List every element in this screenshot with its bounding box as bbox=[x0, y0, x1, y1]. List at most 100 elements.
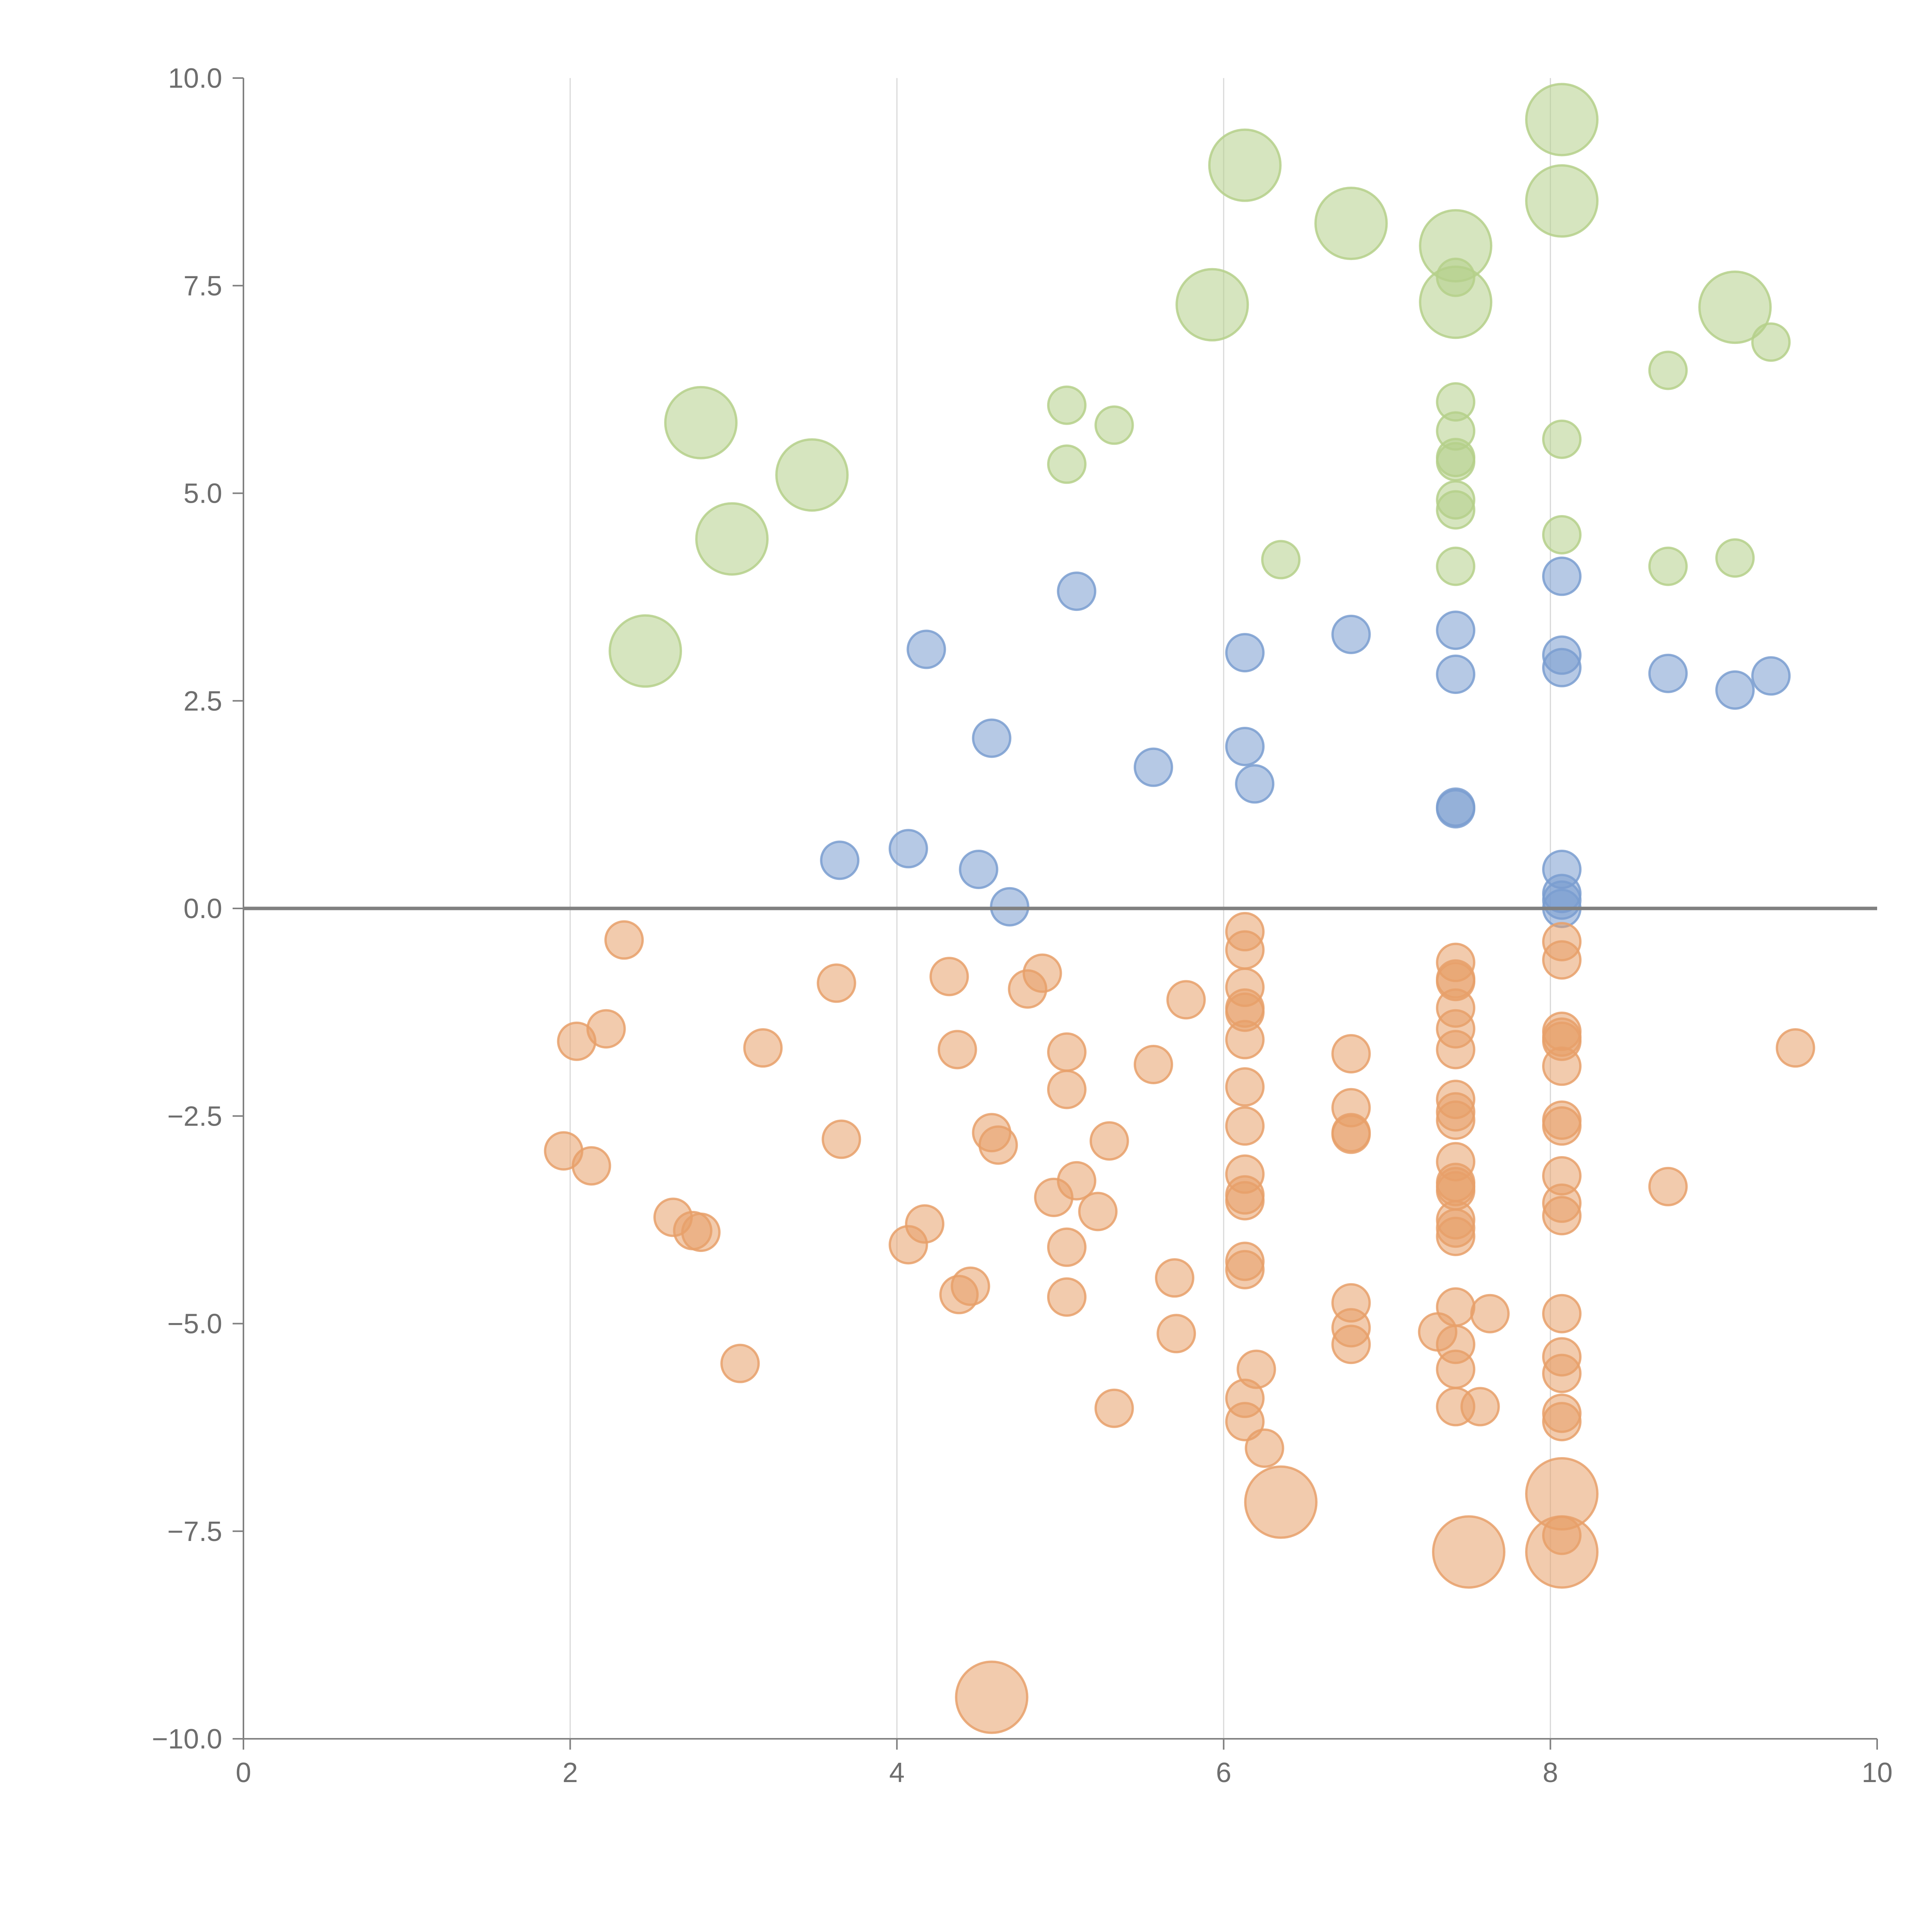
orange-data-point bbox=[1166, 980, 1206, 1020]
green-data-point bbox=[1542, 419, 1582, 459]
orange-data-point bbox=[888, 1225, 928, 1265]
blue-data-point bbox=[1057, 571, 1097, 611]
y-tick-label: −10.0 bbox=[152, 1724, 222, 1755]
orange-data-point bbox=[1542, 1402, 1582, 1442]
green-data-point bbox=[664, 386, 738, 459]
orange-data-point bbox=[1542, 1046, 1582, 1086]
orange-data-point bbox=[939, 1275, 979, 1315]
blue-data-point bbox=[1331, 614, 1371, 654]
green-data-point bbox=[1175, 268, 1249, 342]
x-tick-label: 8 bbox=[1543, 1757, 1558, 1788]
orange-data-point bbox=[1542, 1196, 1582, 1236]
orange-data-point bbox=[720, 1344, 760, 1383]
orange-data-point bbox=[1089, 1121, 1129, 1161]
x-tick-label: 4 bbox=[889, 1757, 905, 1788]
orange-data-point bbox=[1034, 1177, 1074, 1217]
orange-data-point bbox=[1436, 1349, 1476, 1389]
blue-data-point bbox=[1436, 654, 1476, 694]
blue-data-point bbox=[1225, 726, 1265, 766]
blue-data-point bbox=[959, 849, 998, 889]
blue-data-point bbox=[972, 718, 1012, 758]
blue-data-point bbox=[1648, 653, 1688, 693]
orange-data-point bbox=[937, 1030, 977, 1070]
blue-data-point bbox=[820, 840, 860, 880]
green-data-point bbox=[1698, 270, 1772, 344]
green-data-point bbox=[695, 502, 769, 576]
blue-data-point bbox=[1133, 747, 1173, 787]
orange-data-point bbox=[1225, 1067, 1265, 1107]
blue-data-point bbox=[1542, 556, 1582, 596]
orange-data-point bbox=[1047, 1070, 1087, 1109]
x-tick-label: 2 bbox=[563, 1757, 578, 1788]
y-tick-label: −7.5 bbox=[167, 1516, 222, 1547]
green-data-point bbox=[1261, 540, 1301, 580]
orange-data-point bbox=[1156, 1314, 1196, 1354]
orange-data-point bbox=[1525, 1515, 1599, 1589]
green-data-point bbox=[1525, 83, 1599, 156]
orange-data-point bbox=[1542, 940, 1582, 980]
y-tick-label: 10.0 bbox=[168, 63, 222, 94]
orange-data-point bbox=[1155, 1258, 1194, 1298]
green-data-point bbox=[1542, 515, 1582, 554]
orange-data-point bbox=[1225, 1402, 1265, 1442]
orange-data-point bbox=[1542, 1294, 1582, 1333]
y-tick-label: −2.5 bbox=[167, 1101, 222, 1132]
orange-data-point bbox=[1225, 1020, 1265, 1060]
orange-data-point bbox=[1047, 1032, 1087, 1072]
orange-data-point bbox=[821, 1119, 861, 1159]
orange-data-point bbox=[1133, 1045, 1173, 1085]
blue-data-point bbox=[1436, 611, 1476, 650]
blue-data-point bbox=[1225, 633, 1265, 673]
y-tick-label: −5.0 bbox=[167, 1309, 222, 1340]
blue-data-point bbox=[1715, 670, 1755, 710]
green-data-point bbox=[1094, 405, 1134, 445]
orange-data-point bbox=[1542, 1106, 1582, 1146]
blue-data-point bbox=[1542, 648, 1582, 687]
blue-data-point bbox=[1235, 764, 1275, 804]
green-data-point bbox=[1648, 546, 1688, 586]
data-points bbox=[544, 83, 1815, 1734]
green-data-point bbox=[1047, 444, 1087, 484]
green-data-point bbox=[1436, 546, 1476, 586]
orange-data-point bbox=[816, 963, 856, 1003]
orange-data-point bbox=[978, 1125, 1018, 1165]
orange-data-point bbox=[955, 1660, 1029, 1734]
orange-data-point bbox=[1436, 1100, 1476, 1140]
y-tick-label: 7.5 bbox=[184, 270, 222, 301]
orange-data-point bbox=[1470, 1294, 1510, 1333]
blue-data-point bbox=[906, 629, 946, 669]
orange-data-point bbox=[681, 1213, 721, 1252]
y-tick-label: 0.0 bbox=[184, 893, 222, 924]
orange-data-point bbox=[1244, 1465, 1318, 1539]
orange-data-point bbox=[1094, 1388, 1134, 1428]
orange-data-point bbox=[1331, 1325, 1371, 1364]
green-data-point bbox=[1047, 385, 1087, 425]
green-data-point bbox=[1436, 442, 1476, 481]
green-data-point bbox=[1436, 490, 1476, 530]
orange-data-point bbox=[1331, 1114, 1371, 1154]
green-data-point bbox=[1525, 164, 1599, 238]
orange-data-point bbox=[1047, 1277, 1087, 1317]
blue-data-point bbox=[1751, 656, 1791, 696]
orange-data-point bbox=[1225, 1250, 1265, 1289]
green-data-point bbox=[1751, 322, 1791, 362]
blue-data-point bbox=[1436, 789, 1476, 829]
orange-data-point bbox=[1008, 969, 1048, 1009]
orange-data-point bbox=[1460, 1387, 1500, 1427]
green-data-point bbox=[1715, 538, 1755, 578]
orange-data-point bbox=[1776, 1028, 1815, 1068]
green-data-point bbox=[1208, 128, 1282, 202]
orange-data-point bbox=[929, 957, 969, 997]
orange-data-point bbox=[1225, 1181, 1265, 1221]
green-data-point bbox=[609, 614, 682, 688]
x-tick-label: 10 bbox=[1862, 1757, 1893, 1788]
orange-data-point bbox=[604, 920, 644, 960]
green-data-point bbox=[1314, 187, 1388, 260]
orange-data-point bbox=[1225, 1106, 1265, 1146]
orange-data-point bbox=[1436, 1216, 1476, 1256]
x-tick-label: 0 bbox=[236, 1757, 251, 1788]
orange-data-point bbox=[1542, 1354, 1582, 1393]
y-tick-label: 5.0 bbox=[184, 478, 222, 509]
orange-data-point bbox=[1648, 1167, 1688, 1206]
